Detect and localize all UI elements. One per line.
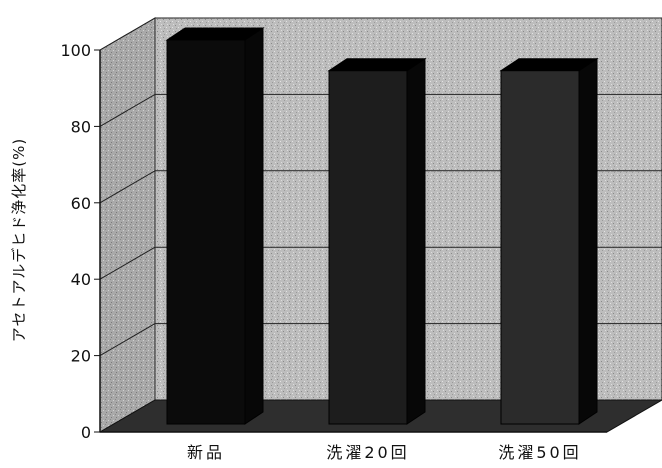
y-tick-label: 20 [71,347,91,366]
y-axis-label: アセトアルデヒド浄化率(%) [10,138,28,343]
bar-side [406,57,426,425]
gridline-side [99,17,156,51]
x-category-label: 洗濯50回 [498,443,581,462]
bar-1 [165,27,265,425]
bar-front [328,70,408,425]
bar-3 [499,57,599,425]
x-category-label: 洗濯20回 [326,443,409,462]
y-tick-labels: 0 20 40 60 80 100 [60,41,100,442]
y-tick-label: 40 [71,270,91,289]
left-wall [99,17,156,433]
y-tick-label: 0 [81,423,91,442]
bar-front [166,39,246,425]
y-tick-label: 80 [71,117,91,136]
x-category-labels: 新品 洗濯20回 洗濯50回 [187,443,581,462]
bar-front [500,70,580,425]
bars [165,27,599,425]
gridline-side [99,93,156,127]
gridline-side [99,170,156,204]
y-tick-label: 60 [71,194,91,213]
gridline-side [99,246,156,280]
gridline-side [99,323,156,357]
bar-2 [327,57,427,425]
x-category-label: 新品 [187,443,225,462]
bar-side [244,27,264,425]
y-tick-label: 100 [60,41,91,60]
bar-side [578,57,598,425]
